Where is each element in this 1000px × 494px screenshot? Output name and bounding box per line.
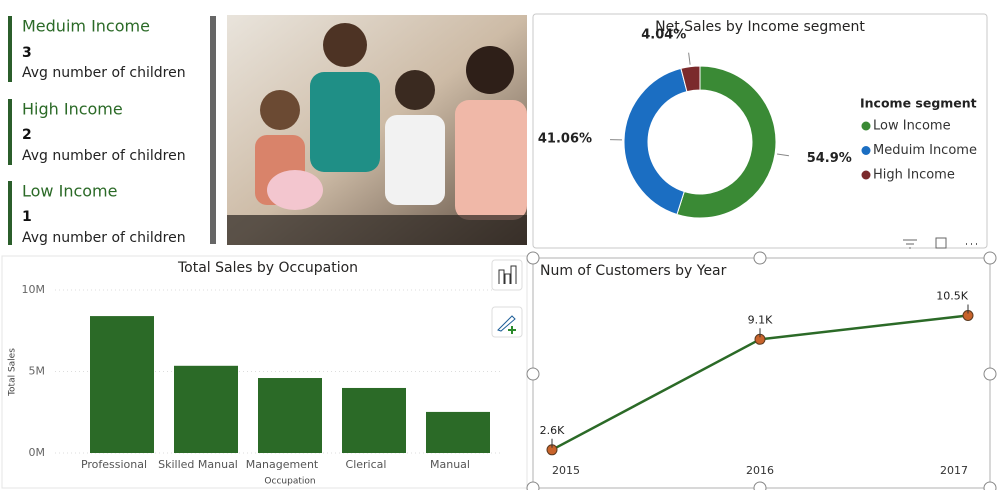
legend-marker <box>862 146 871 155</box>
legend-marker <box>862 122 871 131</box>
x-tick-label: Professional <box>81 458 147 471</box>
x-tick-label: Manual <box>430 458 470 471</box>
chart-title: Net Sales by Income segment <box>655 19 865 35</box>
card-title: High Income <box>22 100 123 119</box>
leader-line <box>689 53 691 65</box>
bar <box>342 388 406 453</box>
legend-marker <box>862 171 871 180</box>
panel <box>2 256 527 488</box>
chart-title: Num of Customers by Year <box>540 263 727 279</box>
leader-line <box>777 154 789 156</box>
card-accent <box>8 99 12 165</box>
y-axis-title: Total Sales <box>8 348 18 397</box>
data-label: 9.1K <box>748 313 773 326</box>
resize-handles[interactable] <box>527 252 996 490</box>
format-buttons[interactable] <box>492 260 522 337</box>
card-label: Avg number of children <box>22 148 186 164</box>
x-tick-label: Clerical <box>346 458 387 471</box>
card-label: Avg number of children <box>22 230 186 246</box>
card-value: 2 <box>22 127 32 143</box>
visual-toolbar[interactable] <box>903 238 977 248</box>
card-accent <box>8 181 12 245</box>
bar <box>174 366 238 453</box>
card-title: Low Income <box>22 182 117 201</box>
card-label: Avg number of children <box>22 65 186 81</box>
data-label: 2.6K <box>540 424 565 437</box>
cards: Meduim Income 3 Avg number of children H… <box>8 16 186 246</box>
bar <box>258 378 322 453</box>
data-label: 10.5K <box>936 290 968 303</box>
card-value: 1 <box>22 209 32 225</box>
legend-label: High Income <box>873 168 955 183</box>
y-tick-label: 10M <box>22 283 46 296</box>
photo <box>227 15 527 245</box>
x-tick-label: Skilled Manual <box>158 458 238 471</box>
card-value: 3 <box>22 45 32 61</box>
x-tick-label: 2016 <box>746 464 774 477</box>
x-axis-title: Occupation <box>264 477 315 487</box>
y-tick-label: 0M <box>29 446 46 459</box>
legend-title: Income segment <box>860 96 977 111</box>
divider <box>210 16 216 244</box>
card-accent <box>8 16 12 82</box>
bar <box>90 316 154 453</box>
y-tick-label: 5M <box>29 365 46 378</box>
x-tick-label: Management <box>246 458 319 471</box>
panel-selected[interactable] <box>533 258 990 488</box>
x-tick-label: 2017 <box>940 464 968 477</box>
data-label: 54.9% <box>807 151 852 166</box>
data-label: 41.06% <box>538 132 592 147</box>
chart-title: Total Sales by Occupation <box>177 260 358 276</box>
data-label: 4.04% <box>641 27 686 42</box>
legend-label: Meduim Income <box>873 143 977 158</box>
donut-slice <box>624 68 687 214</box>
legend-label: Low Income <box>873 119 951 134</box>
card-title: Meduim Income <box>22 17 150 36</box>
x-tick-label: 2015 <box>552 464 580 477</box>
bar <box>426 412 490 453</box>
